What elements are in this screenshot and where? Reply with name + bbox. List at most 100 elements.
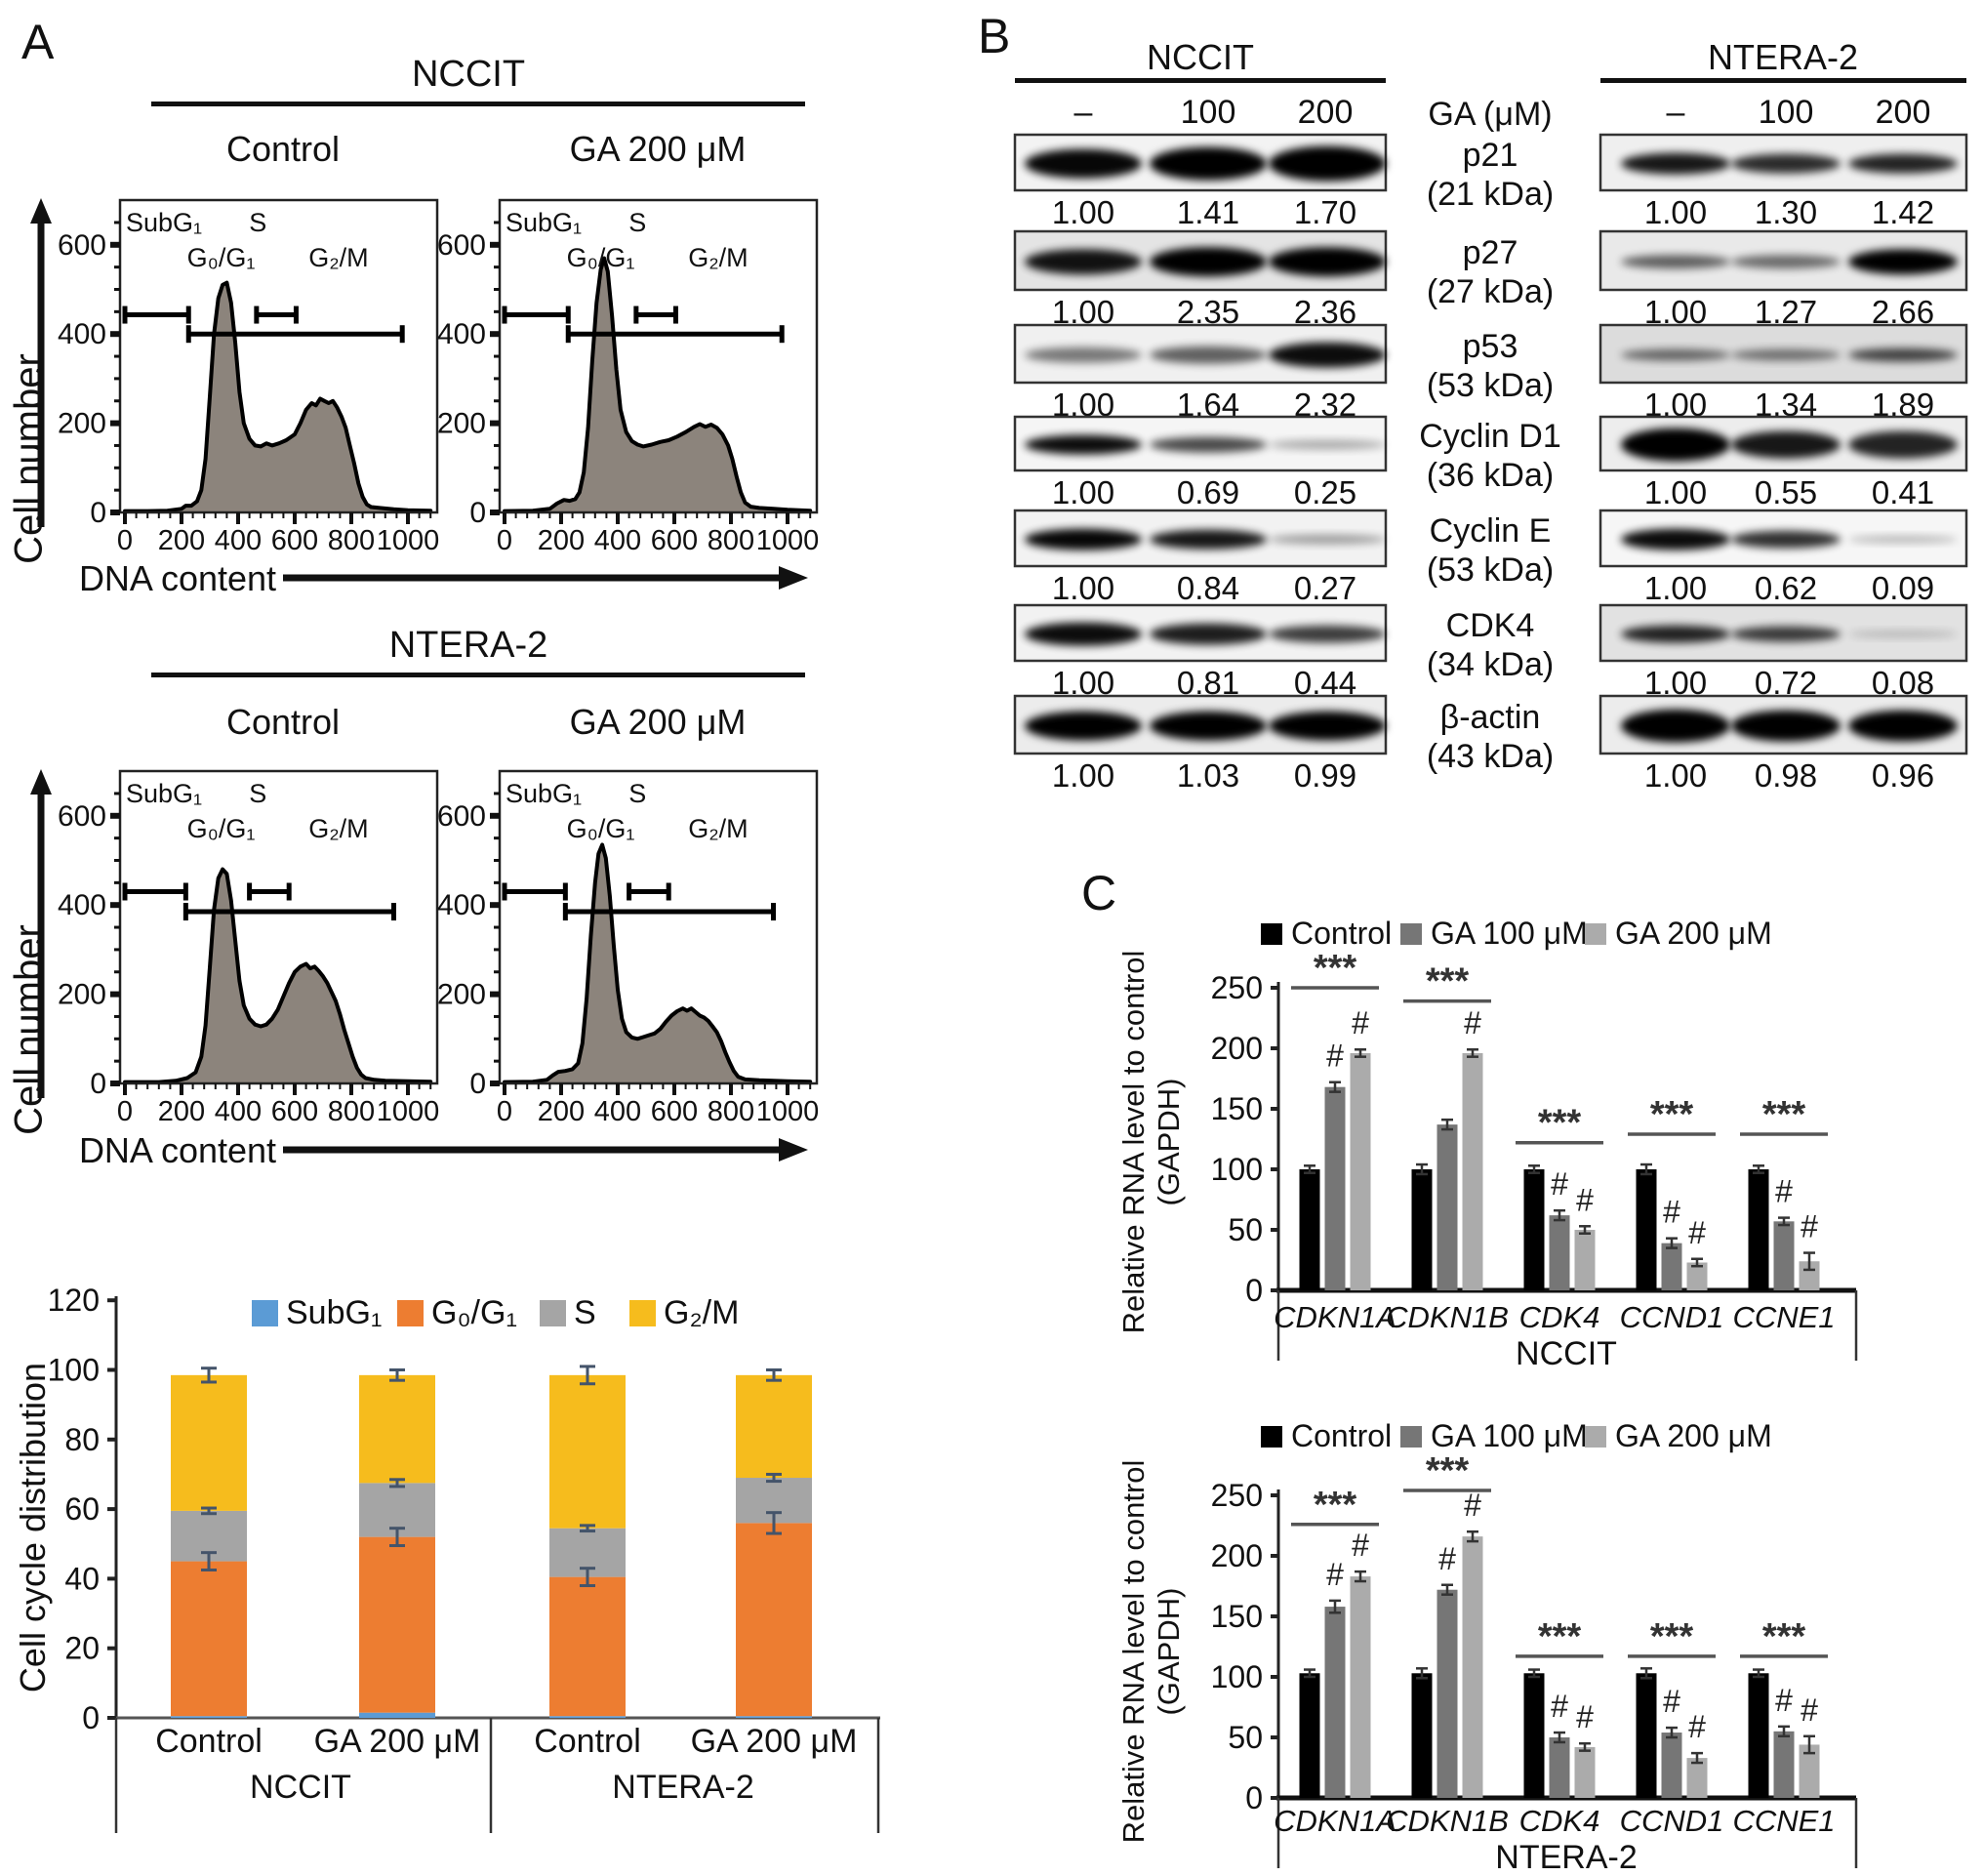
x-tick-label: 1000 [756,1096,820,1127]
x-minor-tick [526,512,529,518]
blot-band [1621,428,1730,462]
blot-band [1848,249,1958,275]
y-minor-tick [494,354,500,358]
blot-quant-value: 1.00 [1051,474,1115,510]
hash-marker: # [1352,1005,1369,1040]
x-minor-tick [146,1083,149,1089]
legend-swatch [397,1300,424,1326]
sig-stars: *** [1426,1450,1470,1491]
x-minor-tick [707,1083,709,1089]
gate-label-s: S [628,208,646,237]
rna-bar-Control [1411,1673,1433,1798]
rna-bar-GA 100 μM [1661,1243,1682,1290]
rna-bar-GA 100 μM [1437,1589,1458,1798]
sig-stars: *** [1650,1094,1694,1135]
x-minor-tick [639,1083,642,1089]
x-minor-tick [718,1083,721,1089]
flow-row1-x-axis-label: DNA content [78,558,277,598]
x-minor-tick [650,512,653,518]
blot-ntera-Cyclin E [1599,509,1968,568]
blot-quant-value: 1.00 [1051,194,1115,230]
x-minor-tick [270,1083,273,1089]
blot-dose-label: GA (μM) [1428,96,1553,133]
blot-protein-label: Cyclin E (53 kDa) [1427,511,1554,590]
blot-quant-value: 0.27 [1293,570,1357,606]
x-tick-label: 200 [538,1096,585,1127]
blot-nccit-p27 [1013,229,1388,292]
x-minor-tick [627,1083,630,1089]
y-minor-tick [494,443,500,447]
rna-bar-GA 100 μM [1773,1731,1795,1798]
stacked-tick-label: 100 [48,1353,100,1388]
hash-marker: # [1551,1166,1568,1202]
blot-quant-value: 1.00 [1051,570,1115,606]
x-minor-tick [395,1083,398,1089]
rna-bar-GA 200 μM [1462,1536,1483,1798]
blot-band [1731,710,1841,742]
histogram-area [125,282,431,512]
x-minor-tick [696,1083,699,1089]
x-minor-tick [327,512,330,518]
rna-tick [1271,1046,1278,1050]
stacked-segment-G₂/M [359,1374,435,1484]
x-minor-tick [537,512,540,518]
blot-ntera-β-actin [1599,694,1968,755]
x-major-tick [672,1083,676,1095]
blot-lane-label: 100 [1180,94,1236,131]
y-major-tick [110,991,120,998]
x-major-tick [503,1083,506,1095]
blot-quant-value: 0.69 [1176,474,1240,510]
stacked-chart: 0 20 40 60 80 100 120 [48,1283,880,1833]
blot-quant-value: 1.00 [1643,757,1708,794]
x-minor-tick [514,512,517,518]
rna-bar-GA 100 μM [1324,1086,1346,1290]
sig-stars: *** [1426,961,1470,1002]
rna-tick [1271,1167,1278,1171]
gate-label-s: S [249,779,266,808]
rna-bar-Control [1523,1673,1545,1798]
x-tick-label: 200 [158,525,205,556]
y-major-tick [110,331,120,338]
legend-label: G₀/G₁ [431,1294,517,1331]
x-arrow-head [779,566,808,590]
blot-band [1150,247,1267,277]
x-minor-tick [282,1083,285,1089]
rna-bar-Control [1299,1673,1320,1798]
x-minor-tick [741,1083,744,1089]
x-minor-tick [775,1083,778,1089]
x-major-tick [293,1083,297,1095]
x-major-tick [616,512,620,524]
blot-protein-label: p21 (21 kDa) [1427,136,1554,214]
blot-band [1025,249,1142,275]
y-minor-tick [114,488,120,492]
x-tick-label: 200 [538,525,585,556]
rna-tick-label: 200 [1211,1538,1263,1573]
y-minor-tick [114,948,120,952]
rna-gene-label: CCND1 [1619,1804,1724,1838]
y-minor-tick [494,221,500,224]
panel-b-label: B [978,9,1011,63]
blot-ntera2-underline [1600,78,1966,83]
x-minor-tick [752,512,755,518]
y-major-tick [490,902,500,909]
sig-stars: *** [1538,1103,1582,1144]
blot-lane-label: – [1073,94,1093,131]
stacked-tick [107,1576,116,1581]
sig-stars: *** [1762,1616,1806,1657]
gate-label-g0g1: G₀/G₁ [567,243,635,272]
flow-row2-plot2-condition: GA 200 μM [569,702,747,742]
protein-kda: (43 kDa) [1426,737,1555,775]
stacked-tick [107,1646,116,1651]
blot-quant-value: 1.00 [1643,194,1708,230]
hash-marker: # [1576,1699,1594,1734]
hash-marker: # [1688,1215,1706,1250]
x-minor-tick [157,512,160,518]
y-major-tick [110,510,120,515]
stacked-segment-G₂/M [736,1374,812,1479]
protein-name: p27 [1462,234,1518,271]
y-tick-label: 600 [437,229,486,262]
y-tick-label: 400 [437,318,486,350]
rna-bar-Control [1523,1169,1545,1290]
y-minor-tick [114,221,120,224]
